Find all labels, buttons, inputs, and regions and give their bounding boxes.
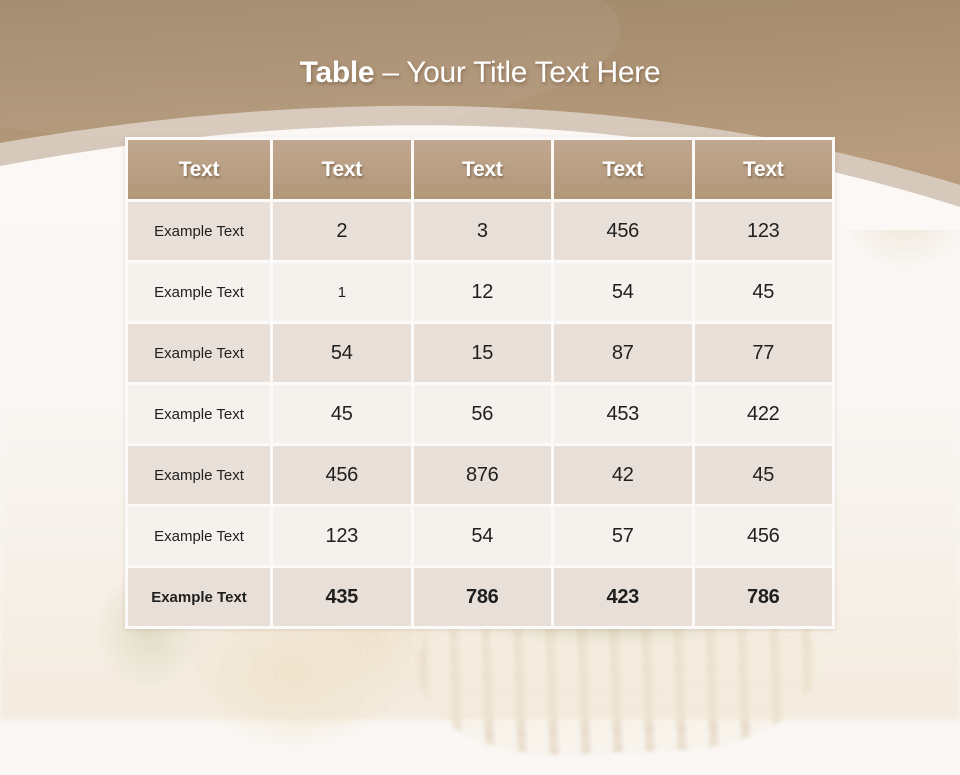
value-cell: 456 <box>273 446 411 504</box>
table-row: Example Text 456 876 42 45 <box>128 446 832 504</box>
value-cell: 54 <box>554 263 692 321</box>
value-cell: 2 <box>273 202 411 260</box>
row-label-cell: Example Text <box>128 507 270 565</box>
value-cell: 453 <box>554 385 692 443</box>
value-cell: 876 <box>413 446 551 504</box>
value-cell: 45 <box>694 446 832 504</box>
value-cell: 87 <box>554 324 692 382</box>
title-text: Your Title Text Here <box>406 56 661 89</box>
row-label-cell: Example Text <box>128 324 270 382</box>
row-label-cell: Example Text <box>128 202 270 260</box>
value-cell: 12 <box>413 263 551 321</box>
row-label-cell: Example Text <box>128 385 270 443</box>
value-cell: 435 <box>273 568 411 626</box>
table-header-row: Text Text Text Text Text <box>128 140 832 199</box>
title-separator: – <box>374 56 407 89</box>
value-cell: 54 <box>413 507 551 565</box>
banner-highlight <box>0 0 620 140</box>
data-table: Text Text Text Text Text Example Text 2 3 456 12… <box>125 137 835 629</box>
title-prefix: Table <box>299 56 375 89</box>
header-cell: Text <box>694 140 832 199</box>
value-cell: 56 <box>413 385 551 443</box>
table-row: Example Text 54 15 87 77 <box>128 324 832 382</box>
value-cell: 57 <box>554 507 692 565</box>
header-cell: Text <box>413 140 551 199</box>
table-row: Example Text 123 54 57 456 <box>128 507 832 565</box>
value-cell: 422 <box>694 385 832 443</box>
value-cell: 123 <box>273 507 411 565</box>
value-cell: 42 <box>554 446 692 504</box>
value-cell: 423 <box>554 568 692 626</box>
row-label-cell: Example Text <box>128 568 270 626</box>
value-cell: 45 <box>273 385 411 443</box>
value-cell: 77 <box>694 324 832 382</box>
value-cell: 456 <box>694 507 832 565</box>
value-cell: 3 <box>413 202 551 260</box>
table-row: Example Text 435 786 423 786 <box>128 568 832 626</box>
header-cell: Text <box>128 140 270 199</box>
value-cell: 1 <box>273 263 411 321</box>
row-label-cell: Example Text <box>128 446 270 504</box>
banner-shape <box>0 0 960 185</box>
header-cell: Text <box>554 140 692 199</box>
value-cell: 786 <box>694 568 832 626</box>
value-cell: 45 <box>694 263 832 321</box>
table-row: Example Text 45 56 453 422 <box>128 385 832 443</box>
value-cell: 456 <box>554 202 692 260</box>
row-label-cell: Example Text <box>128 263 270 321</box>
value-cell: 123 <box>694 202 832 260</box>
table-row: Example Text 1 12 54 45 <box>128 263 832 321</box>
header-cell: Text <box>273 140 411 199</box>
value-cell: 15 <box>413 324 551 382</box>
value-cell: 786 <box>413 568 551 626</box>
table-row: Example Text 2 3 456 123 <box>128 202 832 260</box>
slide-title: Table – Your Title Text Here <box>0 56 960 90</box>
value-cell: 54 <box>273 324 411 382</box>
